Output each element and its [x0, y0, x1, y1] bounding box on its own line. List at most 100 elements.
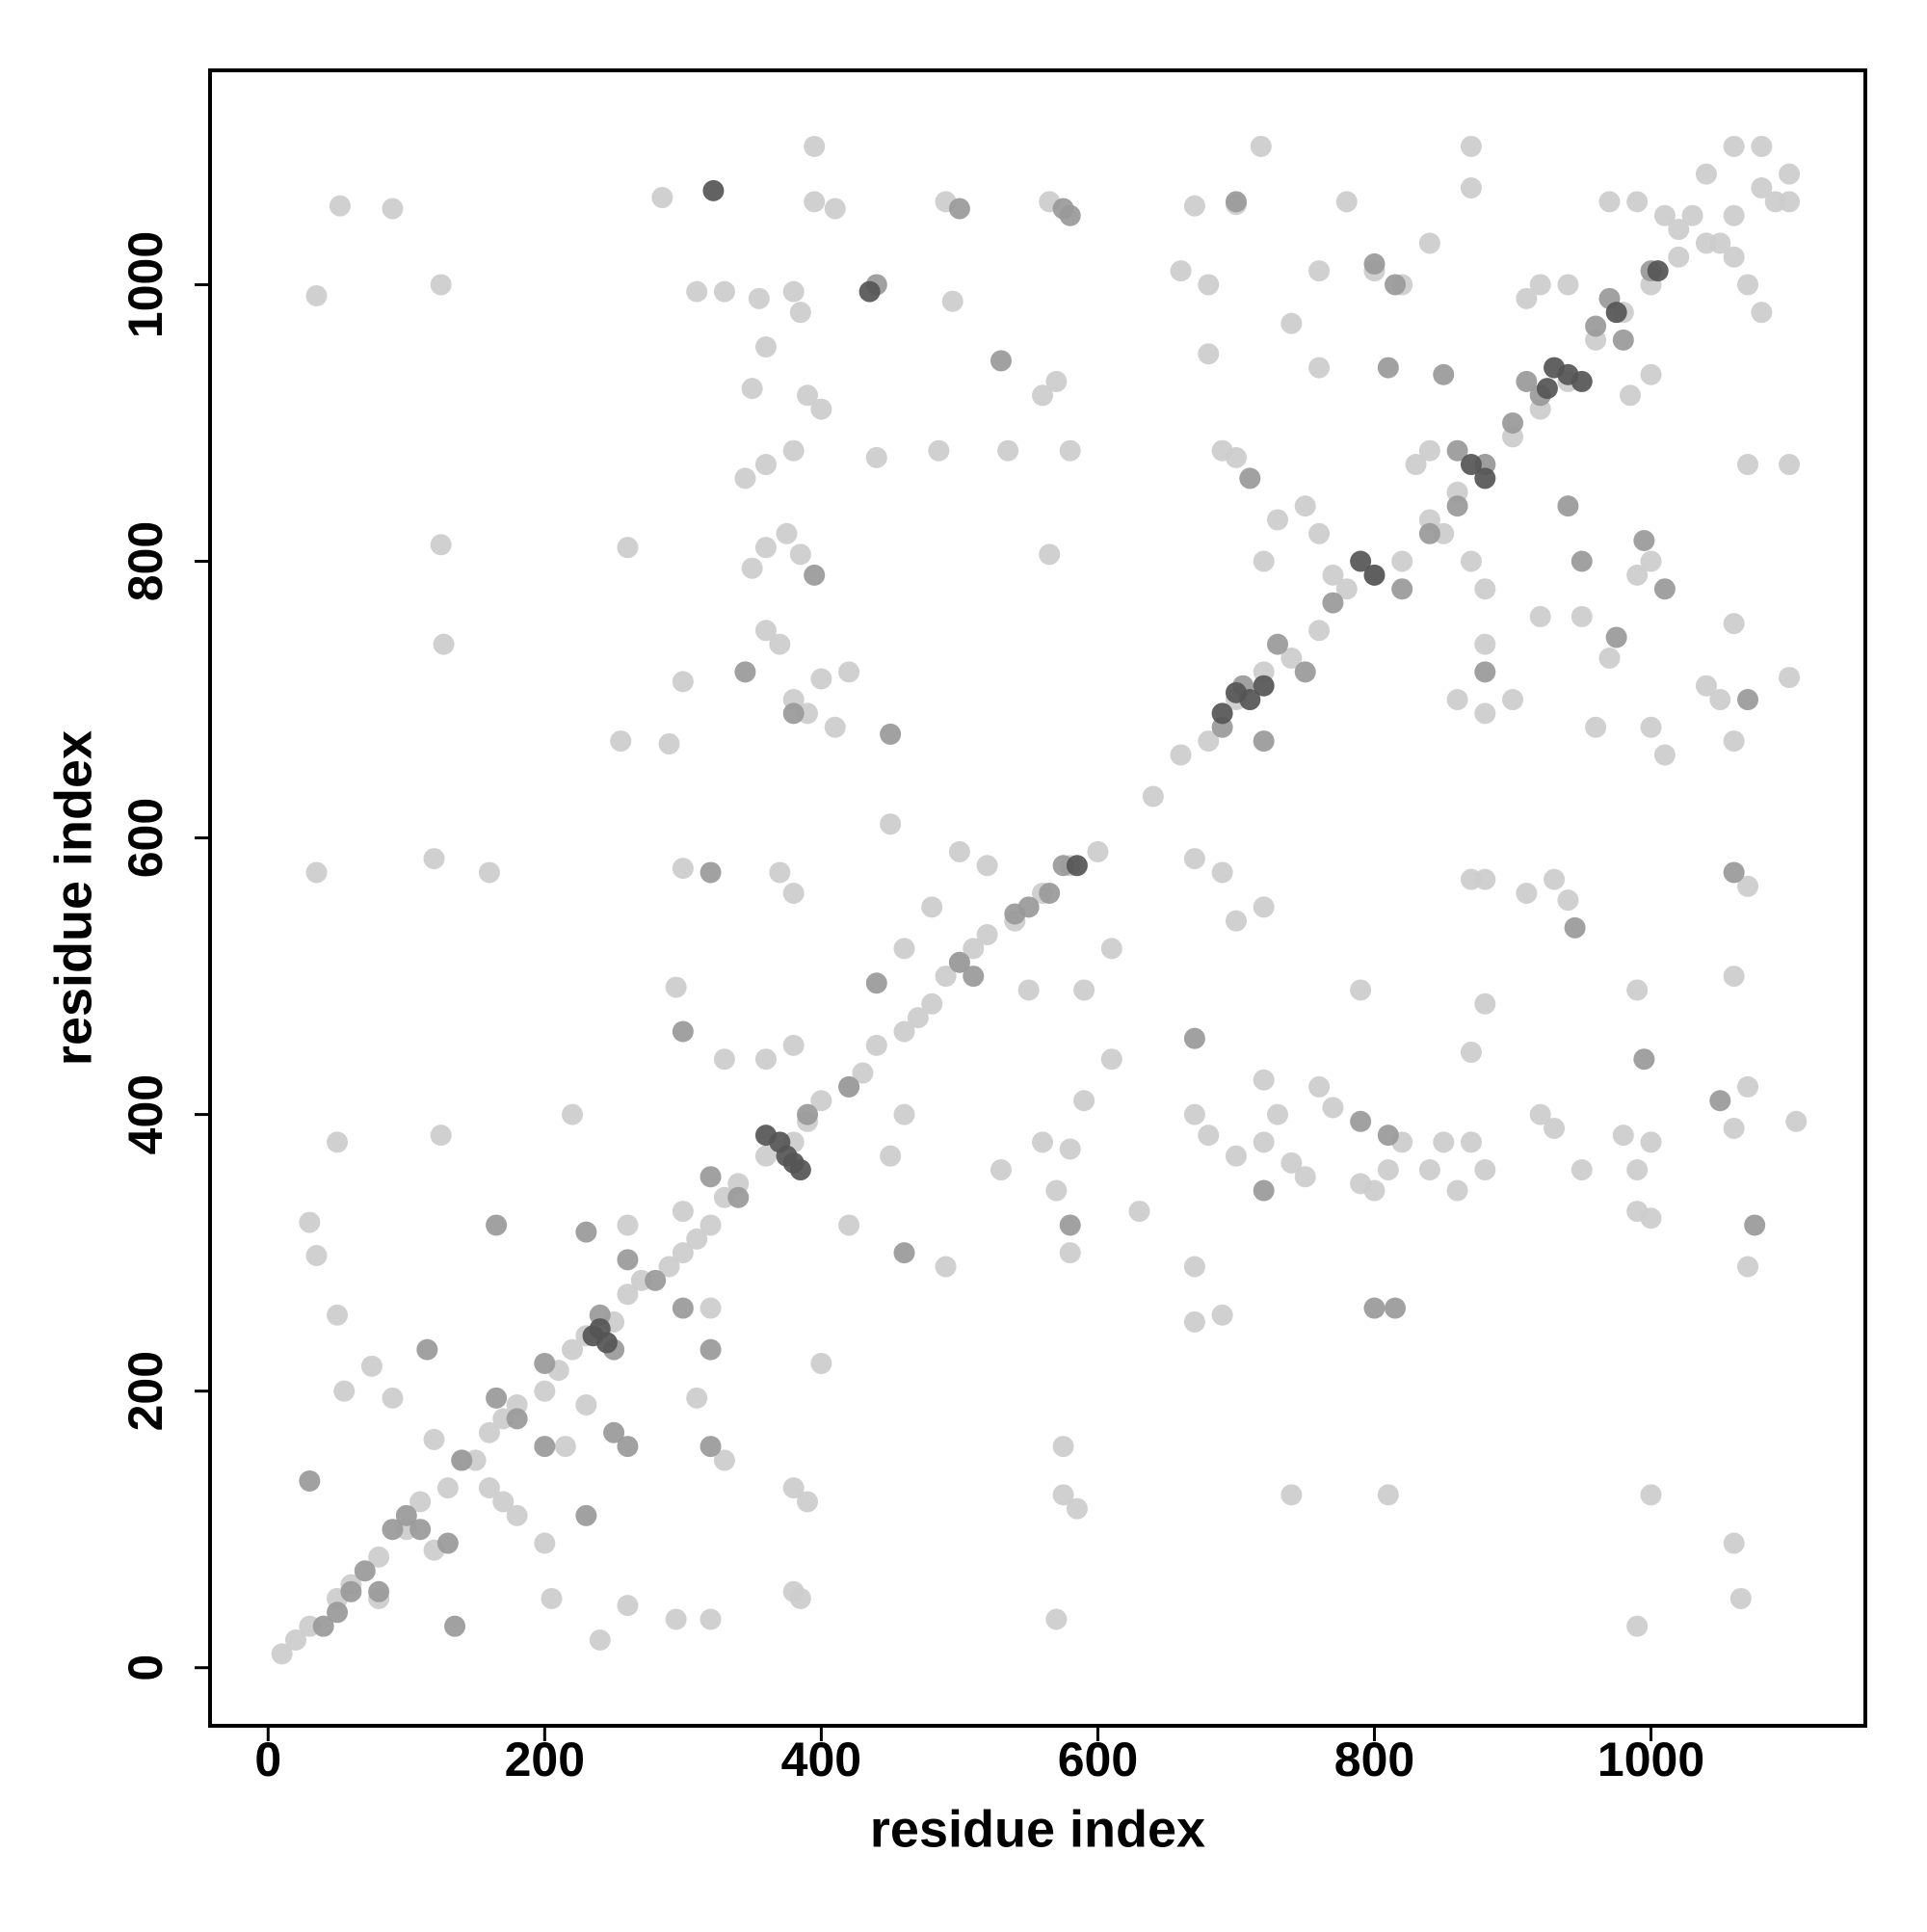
data-point	[948, 198, 970, 220]
data-point	[1052, 1436, 1074, 1458]
data-point	[1363, 252, 1386, 275]
data-point	[327, 1304, 349, 1326]
data-point	[1052, 1484, 1074, 1506]
y-tick-label: 600	[119, 798, 172, 878]
data-point	[1557, 889, 1579, 912]
data-point	[1474, 702, 1496, 725]
data-point	[1709, 232, 1731, 254]
data-point	[1529, 1103, 1551, 1125]
data-point	[948, 951, 970, 973]
data-point	[1653, 744, 1676, 766]
data-point	[713, 1048, 735, 1071]
data-point	[1460, 1042, 1482, 1064]
data-point	[893, 1242, 915, 1264]
data-point	[727, 1186, 750, 1208]
data-point	[789, 302, 811, 324]
data-point	[907, 1007, 929, 1029]
data-point	[1253, 675, 1275, 697]
data-point	[865, 1034, 887, 1056]
data-point	[492, 1491, 515, 1513]
data-point	[589, 1629, 611, 1652]
data-point	[312, 1615, 334, 1637]
data-point	[1350, 550, 1372, 572]
data-point	[436, 1532, 459, 1554]
x-tick-label: 0	[254, 1733, 281, 1786]
data-point	[1211, 861, 1233, 884]
data-point	[617, 1595, 639, 1617]
data-point	[1183, 848, 1205, 870]
data-point	[824, 198, 846, 220]
data-point	[1039, 543, 1061, 566]
data-point	[1385, 1297, 1407, 1319]
data-point	[824, 716, 846, 738]
data-point	[1460, 454, 1482, 476]
data-point	[1377, 1484, 1399, 1506]
data-point	[554, 1436, 576, 1458]
data-point	[368, 1580, 390, 1602]
data-point	[1017, 979, 1040, 1001]
data-point	[617, 537, 639, 559]
data-point	[1253, 1131, 1275, 1153]
data-point	[1626, 1159, 1649, 1181]
data-point	[1785, 1110, 1808, 1132]
data-point	[1335, 578, 1358, 600]
data-point	[1571, 605, 1593, 627]
data-point	[444, 1615, 466, 1637]
data-point	[713, 1449, 735, 1471]
data-point	[1446, 689, 1468, 711]
data-point	[1059, 439, 1081, 462]
x-tick-label: 400	[781, 1733, 861, 1786]
data-point	[1723, 1532, 1745, 1554]
data-point	[838, 661, 860, 683]
data-point	[789, 1159, 811, 1181]
data-point	[617, 1284, 639, 1306]
data-point	[700, 1608, 722, 1630]
data-point	[1170, 260, 1192, 282]
data-point	[610, 730, 632, 753]
data-point	[1017, 896, 1040, 918]
data-point	[1198, 1125, 1220, 1147]
plot-frame	[208, 68, 1867, 1728]
data-point	[1723, 135, 1745, 157]
data-point	[754, 1125, 777, 1147]
data-point	[754, 454, 777, 476]
data-point	[1460, 1131, 1482, 1153]
data-point	[686, 1387, 708, 1409]
data-point	[1267, 633, 1289, 655]
data-point	[478, 1477, 500, 1499]
data-point	[423, 1428, 445, 1450]
data-point	[1253, 1179, 1275, 1202]
data-point	[1737, 875, 1759, 897]
data-point	[1418, 522, 1440, 544]
data-point	[1066, 1497, 1088, 1520]
data-point	[1446, 495, 1468, 517]
data-point	[1100, 1048, 1122, 1071]
data-point	[948, 840, 970, 862]
data-point	[1737, 1075, 1759, 1098]
data-point	[1605, 302, 1627, 324]
data-point	[1695, 163, 1717, 185]
data-point	[284, 1629, 306, 1652]
data-point	[672, 1297, 694, 1319]
data-point	[810, 668, 832, 690]
data-point	[658, 732, 680, 754]
data-point	[1280, 312, 1303, 334]
data-point	[506, 1504, 528, 1526]
data-point	[1211, 702, 1233, 725]
data-point	[865, 446, 887, 468]
data-point	[1170, 744, 1192, 766]
data-point	[595, 1332, 618, 1354]
data-point	[1100, 938, 1122, 960]
data-point	[1183, 1256, 1205, 1278]
data-point	[1640, 1131, 1662, 1153]
data-point	[340, 1580, 362, 1602]
data-point	[1253, 896, 1275, 918]
data-point	[305, 861, 328, 884]
data-point	[327, 1131, 349, 1153]
data-point	[976, 855, 998, 877]
data-point	[478, 861, 500, 884]
data-point	[433, 633, 455, 655]
data-point	[858, 280, 881, 303]
data-point	[1059, 204, 1081, 226]
